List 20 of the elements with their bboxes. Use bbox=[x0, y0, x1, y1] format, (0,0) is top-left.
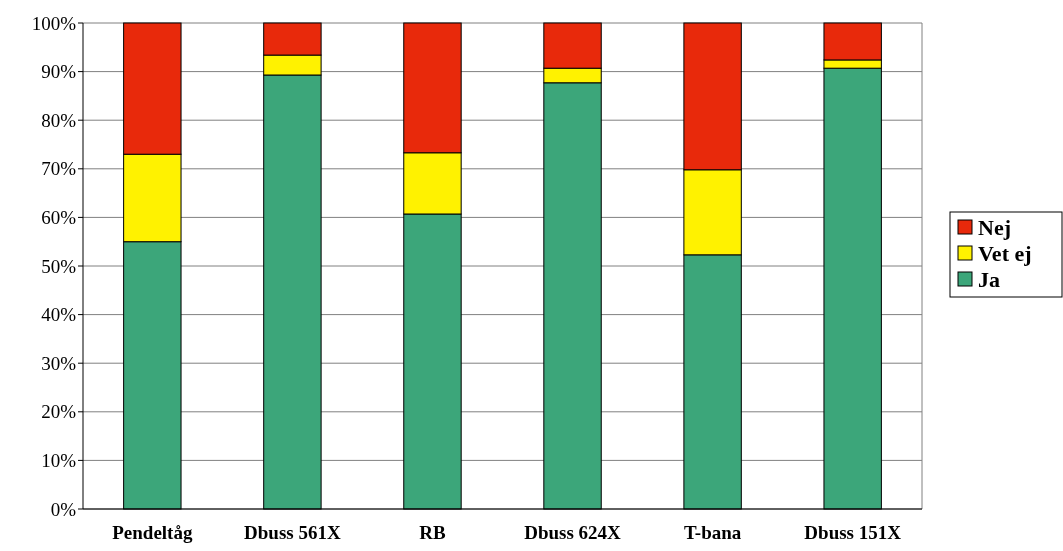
y-tick-label: 20% bbox=[41, 401, 77, 423]
legend-label: Ja bbox=[978, 266, 1000, 292]
x-tick-label: RB bbox=[419, 522, 446, 543]
legend-label: Vet ej bbox=[978, 240, 1032, 266]
y-tick-label: 50% bbox=[41, 255, 77, 277]
x-tick-label: Dbuss 561X bbox=[244, 522, 341, 543]
x-tick-label: Pendeltåg bbox=[112, 522, 193, 543]
x-tick-label: Dbuss 151X bbox=[804, 522, 902, 543]
y-tick-label: 70% bbox=[41, 158, 77, 180]
y-tick-label: 90% bbox=[41, 61, 77, 83]
y-tick-label: 10% bbox=[41, 450, 77, 472]
y-tick-label: 60% bbox=[41, 207, 77, 229]
x-tick-label: T-bana bbox=[683, 522, 742, 543]
y-tick-label: 80% bbox=[41, 109, 77, 131]
legend-label: Nej bbox=[978, 214, 1011, 240]
y-tick-label: 40% bbox=[41, 304, 77, 326]
y-tick-label: 100% bbox=[31, 12, 77, 34]
y-tick-label: 30% bbox=[41, 352, 77, 374]
x-tick-label: Dbuss 624X bbox=[524, 522, 622, 543]
y-tick-label: 0% bbox=[50, 498, 77, 520]
